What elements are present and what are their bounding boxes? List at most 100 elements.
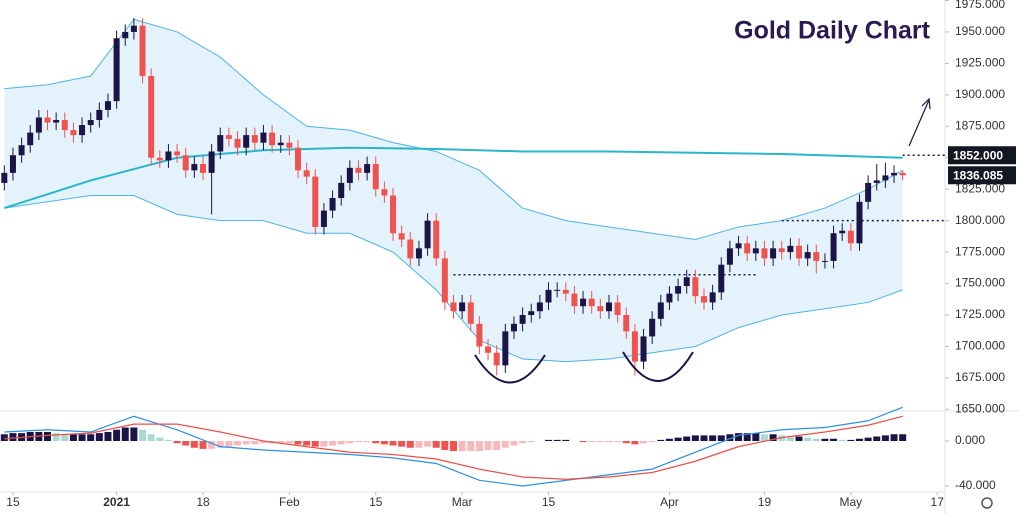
arrow — [908, 99, 930, 147]
candle-body — [502, 331, 509, 366]
y-tick-label: 1875.000 — [955, 118, 1005, 132]
candle-body — [61, 120, 68, 131]
histogram-bar — [527, 441, 535, 443]
candle-body — [467, 302, 474, 324]
band-line — [4, 18, 903, 241]
histogram-bar — [337, 441, 345, 445]
price-tag — [948, 166, 1016, 185]
candle-body — [485, 346, 492, 353]
histogram-bar — [881, 435, 889, 442]
candle-body — [580, 298, 587, 307]
y-tick-label: 1775.000 — [955, 244, 1005, 258]
candle-body — [355, 167, 362, 173]
histogram-bar — [553, 439, 561, 442]
histogram-bar — [458, 441, 466, 452]
candle-body — [433, 220, 440, 259]
candle-body — [631, 331, 638, 362]
histogram-bar — [510, 441, 518, 446]
histogram-bar — [190, 441, 198, 448]
y-tick-label: 1800.000 — [955, 213, 1005, 227]
histogram-bar — [501, 441, 509, 448]
histogram-bar — [69, 434, 77, 442]
candle-body — [381, 189, 388, 196]
candle-body — [217, 135, 224, 152]
candle-body — [821, 260, 828, 262]
y-tick-label: 1650.000 — [955, 402, 1005, 416]
histogram-bar — [78, 434, 86, 442]
histogram-bar — [415, 441, 423, 448]
histogram-bar — [752, 433, 760, 442]
y-tick-label: 1725.000 — [955, 307, 1005, 321]
candle-body — [364, 164, 371, 173]
candle-body — [208, 151, 215, 173]
y-tick-label: 1700.000 — [955, 339, 1005, 353]
candle-body — [588, 298, 595, 307]
candle-body — [562, 289, 569, 294]
candle-body — [571, 293, 578, 307]
candle-body — [709, 292, 716, 303]
chart-title: Gold Daily Chart — [734, 17, 931, 45]
histogram-bar — [769, 434, 777, 442]
candle-body — [320, 210, 327, 227]
histogram-bar — [717, 435, 725, 442]
candle-body — [510, 323, 517, 332]
x-tick-label: 15 — [6, 495, 20, 509]
y-tick-label: 0.000 — [955, 433, 985, 447]
candle-body — [329, 198, 336, 211]
candle-body — [744, 243, 751, 254]
candle-body — [27, 132, 34, 146]
histogram-bar — [398, 441, 406, 447]
histogram-bar — [320, 441, 328, 447]
histogram-bar — [812, 438, 820, 442]
candle-body — [269, 132, 276, 146]
histogram-bar — [605, 441, 613, 443]
x-tick-label: Mar — [452, 495, 473, 509]
candle-body — [199, 164, 206, 173]
histogram-bar — [691, 435, 699, 442]
histogram-bar — [380, 441, 388, 445]
candle-body — [649, 318, 656, 337]
histogram-bar — [208, 441, 216, 449]
histogram-bar — [596, 441, 604, 443]
candle-body — [796, 245, 803, 259]
histogram-bar — [838, 439, 846, 442]
histogram-bar — [216, 441, 224, 448]
histogram-bar — [674, 437, 682, 442]
candle-body — [804, 252, 811, 259]
histogram-bar — [121, 427, 129, 442]
histogram-bar — [743, 433, 751, 442]
candle-body — [398, 233, 405, 240]
histogram-bar — [199, 441, 207, 449]
histogram-bar — [648, 441, 656, 443]
candle-body — [225, 135, 232, 139]
price-tag-label: 1852.000 — [953, 148, 1003, 162]
candle-body — [104, 101, 111, 110]
histogram-bar — [441, 441, 449, 450]
histogram-bar — [484, 441, 492, 450]
histogram-bar — [804, 437, 812, 442]
candle-body — [459, 302, 466, 312]
histogram-bar — [821, 438, 829, 442]
histogram-bar — [87, 434, 95, 442]
candle-body — [165, 151, 172, 161]
histogram-bar — [311, 441, 319, 447]
candle-body — [450, 302, 457, 312]
histogram-bar — [467, 441, 475, 452]
candle-body — [735, 243, 742, 249]
histogram-bar — [640, 441, 648, 444]
y-tick-label: -40.000 — [955, 478, 996, 492]
candle-body — [1, 172, 8, 183]
candle-body — [856, 201, 863, 244]
candle-body — [96, 109, 103, 121]
candle-body — [79, 125, 86, 136]
histogram-bar — [432, 441, 440, 448]
candle-body — [260, 132, 267, 143]
y-tick-label: 1675.000 — [955, 370, 1005, 384]
histogram-bar — [622, 441, 630, 444]
settings-icon[interactable] — [981, 497, 993, 509]
candle-body — [813, 252, 820, 261]
candle-body — [865, 182, 872, 202]
histogram-bar — [0, 434, 8, 442]
